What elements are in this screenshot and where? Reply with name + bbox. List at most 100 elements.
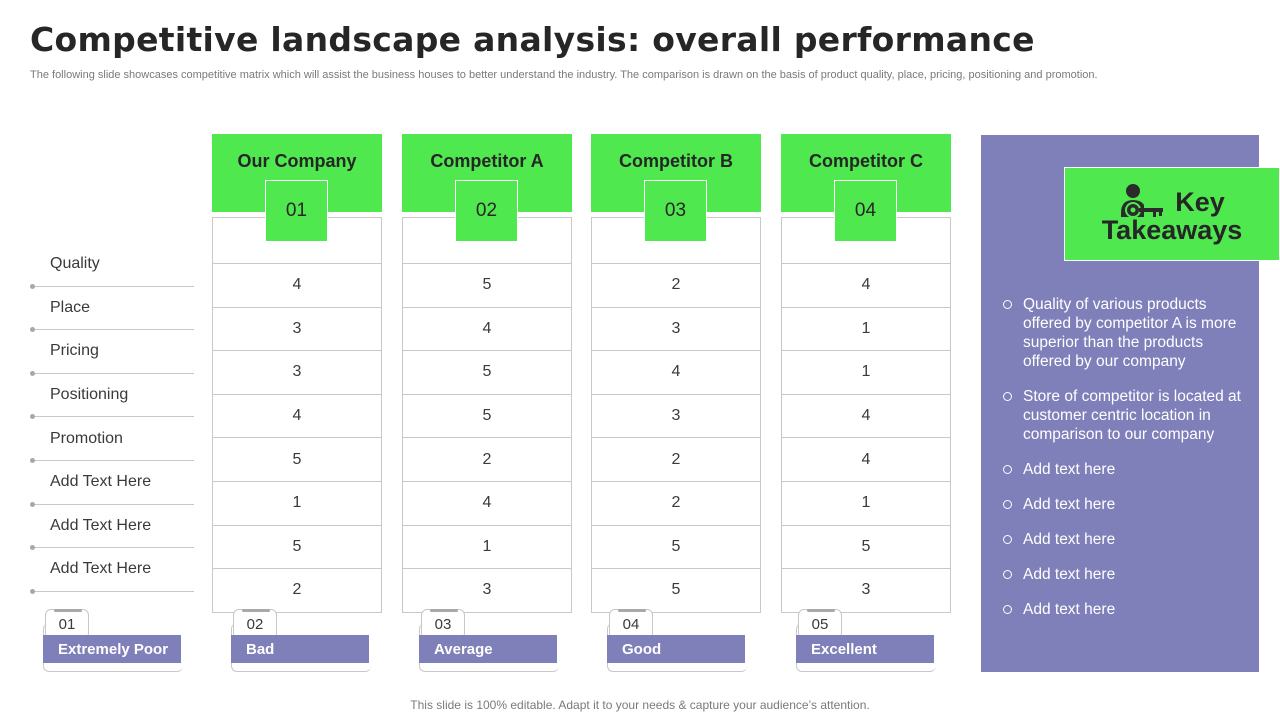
bullet-dot (30, 588, 35, 594)
takeaways-title-line1: Key (1175, 186, 1225, 217)
page-subtitle: The following slide showcases competitiv… (30, 69, 1098, 81)
row-label-text: Place (50, 298, 91, 316)
bullet-dot (30, 414, 35, 420)
value-cell: 5 (592, 526, 760, 570)
circle-bullet-icon (1003, 570, 1012, 579)
column-spacer (403, 218, 571, 264)
row-label: Pricing (30, 330, 194, 376)
circle-bullet-icon (1003, 605, 1012, 614)
value-cell: 4 (782, 395, 950, 439)
row-label-text: Promotion (50, 429, 123, 447)
value-cell: 5 (403, 351, 571, 395)
value-cell: 5 (403, 264, 571, 308)
value-cell: 4 (592, 351, 760, 395)
takeaway-item: Add text here (1003, 600, 1243, 619)
company-values: 4 1 1 4 4 1 5 3 (781, 217, 951, 613)
value-cell: 2 (592, 482, 760, 526)
value-cell: 4 (782, 264, 950, 308)
takeaway-text: Add text here (1023, 496, 1116, 513)
row-label-text: Pricing (50, 342, 99, 360)
row-label: Promotion (30, 417, 194, 463)
takeaway-item: Add text here (1003, 460, 1243, 479)
value-cell: 5 (213, 526, 381, 570)
column-spacer (782, 218, 950, 264)
row-label-text: Positioning (50, 386, 129, 404)
value-cell: 1 (403, 526, 571, 570)
company-number: 03 (644, 180, 707, 242)
company-values: 5 4 5 5 2 4 1 3 (402, 217, 572, 613)
row-label: Add Text Here (30, 548, 194, 594)
circle-bullet-icon (1003, 392, 1012, 401)
scale-label: Bad (231, 635, 369, 663)
value-cell: 4 (782, 438, 950, 482)
value-cell: 3 (782, 569, 950, 613)
value-cell: 4 (213, 395, 381, 439)
scale-number: 04 (609, 609, 653, 639)
value-cell: 5 (592, 569, 760, 613)
takeaways-header: Key Takeaways (1064, 167, 1280, 261)
takeaway-text: Add text here (1023, 601, 1116, 618)
row-label: Add Text Here (30, 505, 194, 551)
bullet-dot (30, 370, 35, 376)
row-label-text: Quality (50, 255, 100, 273)
circle-bullet-icon (1003, 300, 1012, 309)
value-cell: 1 (782, 308, 950, 352)
scale-item: 02 Bad (231, 609, 371, 672)
takeaway-text: Store of competitor is located at custom… (1023, 388, 1241, 443)
row-label: Place (30, 287, 194, 333)
takeaways-title-line2: Takeaways (1101, 215, 1243, 245)
company-number: 04 (834, 180, 897, 242)
scale-label: Average (419, 635, 557, 663)
company-number: 02 (455, 180, 518, 242)
scale-item: 01 Extremely Poor (43, 609, 183, 672)
row-label: Positioning (30, 374, 194, 420)
row-label-text: Add Text Here (50, 473, 152, 491)
scale-item: 05 Excellent (796, 609, 936, 672)
scale-label: Excellent (796, 635, 934, 663)
row-label-text: Add Text Here (50, 560, 152, 578)
bullet-dot (30, 545, 35, 551)
company-values: 4 3 3 4 5 1 5 2 (212, 217, 382, 613)
company-number: 01 (265, 180, 328, 242)
company-column: Competitor C 04 4 1 1 4 4 1 5 3 (781, 134, 951, 613)
circle-bullet-icon (1003, 535, 1012, 544)
column-spacer (592, 218, 760, 264)
value-cell: 3 (213, 351, 381, 395)
circle-bullet-icon (1003, 500, 1012, 509)
value-cell: 5 (782, 526, 950, 570)
takeaway-text: Quality of various products offered by c… (1023, 296, 1237, 370)
takeaway-text: Add text here (1023, 531, 1116, 548)
value-cell: 5 (403, 395, 571, 439)
company-column: Competitor A 02 5 4 5 5 2 4 1 3 (402, 134, 572, 613)
company-header: Competitor C (781, 134, 951, 212)
footer-note: This slide is 100% editable. Adapt it to… (410, 698, 870, 712)
bullet-dot (30, 457, 35, 463)
bullet-dot (30, 283, 35, 289)
value-cell: 4 (213, 264, 381, 308)
takeaway-item: Add text here (1003, 495, 1243, 514)
takeaways-list: Quality of various products offered by c… (1003, 295, 1243, 635)
row-label-text: Add Text Here (50, 516, 152, 534)
scale-label: Good (607, 635, 745, 663)
value-cell: 1 (213, 482, 381, 526)
scale-number: 02 (233, 609, 277, 639)
person-key-icon (1121, 184, 1164, 218)
scale-item: 04 Good (607, 609, 747, 672)
bullet-dot (30, 327, 35, 333)
takeaway-text: Add text here (1023, 566, 1116, 583)
scale-item: 03 Average (419, 609, 559, 672)
column-spacer (213, 218, 381, 264)
value-cell: 3 (592, 395, 760, 439)
company-header: Competitor B (591, 134, 761, 212)
value-cell: 1 (782, 351, 950, 395)
company-column: Competitor B 03 2 3 4 3 2 2 5 5 (591, 134, 761, 613)
page-title: Competitive landscape analysis: overall … (30, 20, 1035, 59)
value-cell: 5 (213, 438, 381, 482)
value-cell: 3 (213, 308, 381, 352)
takeaway-item: Add text here (1003, 565, 1243, 584)
scale-number: 01 (45, 609, 89, 639)
takeaway-item: Quality of various products offered by c… (1003, 295, 1243, 371)
takeaway-text: Add text here (1023, 461, 1116, 478)
scale-label: Extremely Poor (43, 635, 181, 663)
value-cell: 3 (403, 569, 571, 613)
